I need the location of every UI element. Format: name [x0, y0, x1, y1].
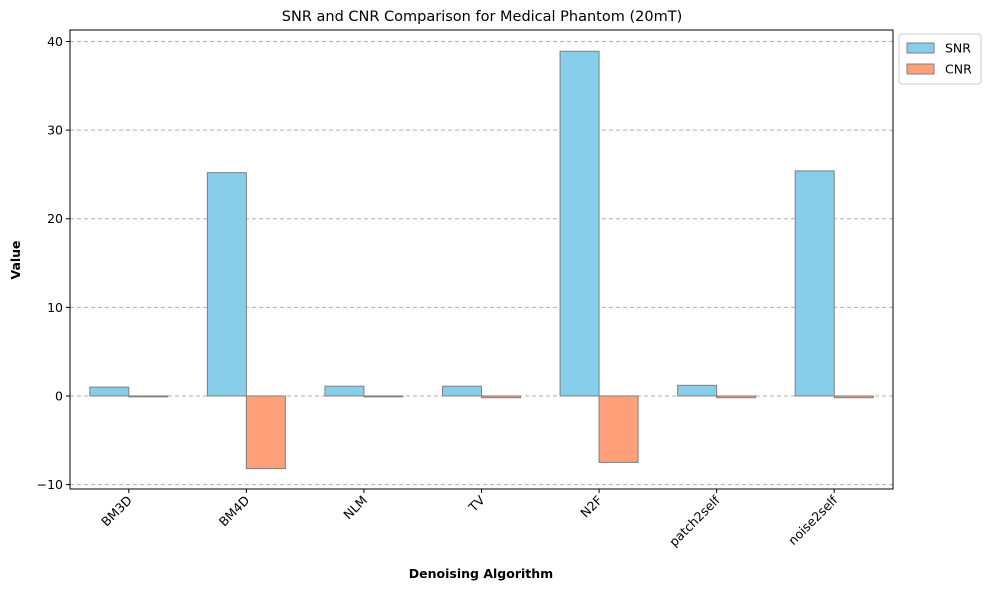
- legend-label-snr: SNR: [945, 41, 971, 56]
- bar-cnr-nlm: [363, 395, 404, 398]
- y-tick-label: 10: [47, 300, 63, 315]
- y-axis-label: Value: [8, 240, 23, 279]
- bar-snr-tv: [442, 385, 482, 397]
- bar-snr-nlm: [324, 385, 365, 397]
- bar-cnr-bm4d: [245, 395, 286, 470]
- bar-snr-bm4d: [206, 172, 247, 397]
- y-tick-label: 20: [47, 211, 63, 226]
- x-tick-label: patch2self: [666, 492, 723, 549]
- x-tick-label: N2F: [577, 493, 605, 521]
- x-axis: BM3D BM4D NLM TV N2F patch2self noise2self: [98, 489, 841, 549]
- bar-snr-bm3d: [89, 386, 130, 397]
- bar-cnr-patch2self: [716, 395, 757, 399]
- y-axis: −10 0 10 20 30 40: [37, 34, 70, 492]
- bar-cnr-tv: [481, 395, 521, 399]
- gridlines: [70, 41, 893, 486]
- bar-snr-n2f: [559, 50, 600, 397]
- bar-snr-patch2self: [677, 384, 718, 397]
- bar-cnr-n2f: [598, 395, 639, 463]
- legend-swatch-cnr: [906, 63, 935, 75]
- y-tick-label: 0: [55, 388, 63, 403]
- chart-title: SNR and CNR Comparison for Medical Phant…: [282, 9, 682, 25]
- bar-cnr-bm3d: [128, 395, 169, 398]
- x-tick-label: BM3D: [98, 493, 135, 530]
- bar-snr-noise2self: [794, 170, 835, 397]
- y-tick-label: 40: [47, 34, 63, 49]
- legend-swatch-snr: [906, 42, 935, 54]
- plot-frame: [69, 29, 894, 490]
- x-tick-label: TV: [465, 492, 488, 515]
- y-tick-label: 30: [47, 123, 63, 138]
- bars: [89, 50, 874, 470]
- x-tick-label: noise2self: [785, 492, 841, 548]
- x-axis-label: Denoising Algorithm: [409, 566, 553, 581]
- legend-label-cnr: CNR: [945, 62, 972, 77]
- x-tick-label: NLM: [340, 493, 370, 523]
- y-tick-label: −10: [37, 477, 63, 492]
- legend: SNR CNR: [898, 33, 982, 85]
- x-tick-label: BM4D: [216, 493, 253, 530]
- bar-cnr-noise2self: [833, 395, 874, 399]
